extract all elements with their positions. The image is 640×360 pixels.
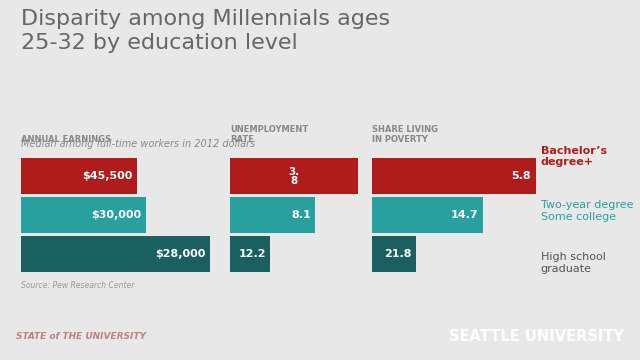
Bar xyxy=(21,197,146,233)
Bar xyxy=(372,158,536,194)
Text: SEATTLE UNIVERSITY: SEATTLE UNIVERSITY xyxy=(449,329,624,344)
Text: Bachelor’s
degree+: Bachelor’s degree+ xyxy=(541,146,607,167)
Text: Median among full-time workers in 2012 dollars: Median among full-time workers in 2012 d… xyxy=(21,139,255,149)
Text: STATE of THE UNIVERSITY: STATE of THE UNIVERSITY xyxy=(16,332,146,341)
Text: 3.
8: 3. 8 xyxy=(289,167,300,186)
Text: $45,500: $45,500 xyxy=(83,171,133,181)
Text: 8.1: 8.1 xyxy=(291,210,311,220)
Text: Two-year degree
Some college: Two-year degree Some college xyxy=(541,201,634,222)
Bar xyxy=(230,237,270,273)
Text: 5.8: 5.8 xyxy=(511,171,531,181)
Bar xyxy=(372,197,483,233)
Text: SHARE LIVING
IN POVERTY: SHARE LIVING IN POVERTY xyxy=(372,125,438,144)
Bar xyxy=(230,158,358,194)
Bar xyxy=(230,197,316,233)
Text: $30,000: $30,000 xyxy=(91,210,141,220)
Text: 12.2: 12.2 xyxy=(238,249,266,260)
Text: UNEMPLOYMENT
RATE: UNEMPLOYMENT RATE xyxy=(230,125,308,144)
Bar xyxy=(372,237,416,273)
Text: High school
graduate: High school graduate xyxy=(541,252,605,274)
Text: 21.8: 21.8 xyxy=(384,249,412,260)
Text: $28,000: $28,000 xyxy=(155,249,205,260)
Bar xyxy=(21,237,210,273)
Text: 14.7: 14.7 xyxy=(451,210,478,220)
Text: Source: Pew Research Center: Source: Pew Research Center xyxy=(21,281,134,290)
Text: ANNUAL EARNINGS: ANNUAL EARNINGS xyxy=(21,135,111,144)
Bar xyxy=(21,158,138,194)
Text: Disparity among Millennials ages
25-32 by education level: Disparity among Millennials ages 25-32 b… xyxy=(21,9,390,53)
